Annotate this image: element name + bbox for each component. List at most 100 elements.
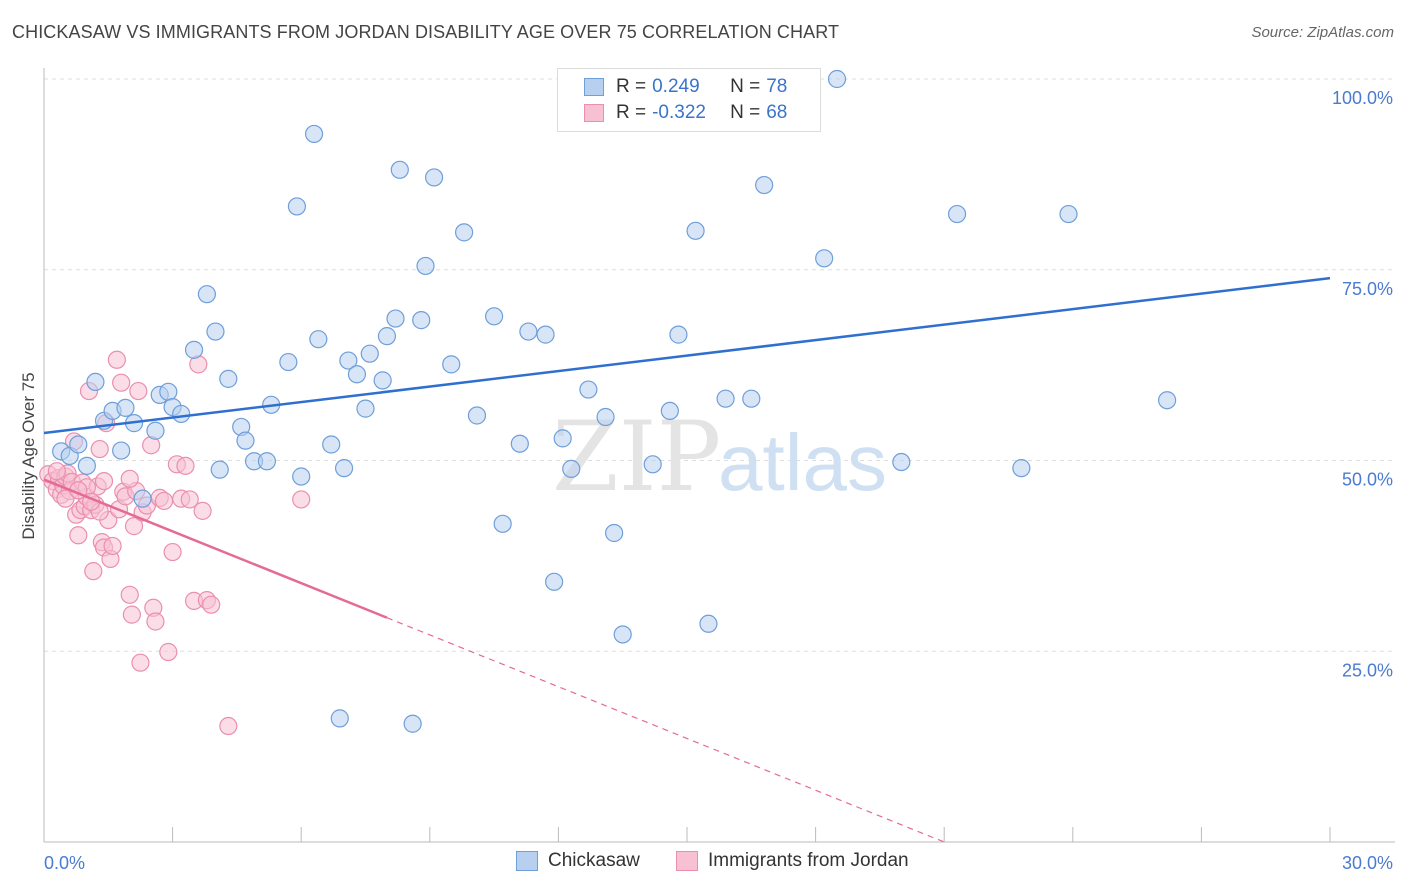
y-tick-label: 50.0% bbox=[1342, 470, 1393, 490]
legend-label-chickasaw: Chickasaw bbox=[548, 850, 640, 871]
legend-n-value: 78 bbox=[766, 76, 788, 97]
legend-n-label: N = bbox=[730, 76, 761, 97]
chickasaw-point bbox=[827, 69, 847, 89]
chickasaw-point bbox=[172, 404, 191, 424]
chickasaw-point bbox=[330, 709, 349, 728]
jordan-swatch bbox=[584, 104, 604, 122]
chickasaw-point bbox=[545, 572, 564, 591]
jordan-point bbox=[103, 536, 122, 556]
legend-label-jordan: Immigrants from Jordan bbox=[708, 850, 909, 871]
chickasaw-points bbox=[52, 69, 1177, 733]
jordan-point bbox=[180, 490, 199, 509]
chickasaw-point bbox=[116, 398, 135, 417]
legend-r-value: -0.322 bbox=[652, 102, 706, 123]
chickasaw-point bbox=[643, 455, 662, 474]
series-legend: Chickasaw Immigrants from Jordan bbox=[0, 850, 1406, 880]
jordan-trend-extension bbox=[386, 617, 945, 843]
chickasaw-point bbox=[86, 372, 105, 392]
chickasaw-point bbox=[485, 307, 504, 326]
chickasaw-point bbox=[304, 124, 324, 144]
jordan-point bbox=[94, 472, 114, 491]
source-label: Source: ZipAtlas.com bbox=[1251, 24, 1394, 41]
chickasaw-point bbox=[412, 311, 431, 330]
chickasaw-point bbox=[1059, 204, 1078, 224]
chickasaw-point bbox=[77, 456, 96, 475]
watermark-atlas: atlas bbox=[718, 418, 887, 507]
chickasaw-point bbox=[279, 352, 298, 372]
chickasaw-point bbox=[553, 429, 572, 448]
chickasaw-point bbox=[236, 431, 255, 450]
chickasaw-point bbox=[377, 327, 397, 346]
y-tick-labels: 25.0% 50.0% 75.0% 100.0% bbox=[1332, 88, 1393, 680]
chickasaw-point bbox=[334, 459, 354, 478]
chickasaw-point bbox=[605, 523, 624, 543]
jordan-swatch bbox=[676, 851, 698, 871]
chickasaw-point bbox=[454, 223, 474, 242]
chickasaw-point bbox=[360, 344, 379, 363]
y-tick-label: 25.0% bbox=[1342, 660, 1393, 680]
chickasaw-point bbox=[416, 256, 435, 276]
legend-item-chickasaw[interactable]: Chickasaw bbox=[516, 850, 640, 872]
jordan-point bbox=[69, 526, 88, 545]
jordan-point bbox=[107, 350, 126, 369]
legend-n-value: 68 bbox=[766, 102, 788, 123]
chickasaw-point bbox=[716, 389, 735, 408]
chickasaw-point bbox=[1012, 459, 1031, 478]
jordan-point bbox=[163, 542, 182, 562]
chickasaw-point bbox=[197, 285, 216, 304]
chickasaw-point bbox=[390, 160, 409, 179]
jordan-point bbox=[154, 491, 174, 511]
chickasaw-point bbox=[206, 322, 225, 341]
chickasaw-point bbox=[424, 168, 444, 187]
chickasaw-point bbox=[184, 340, 204, 359]
jordan-point bbox=[120, 585, 139, 604]
jordan-point bbox=[112, 373, 131, 392]
chickasaw-point bbox=[579, 380, 598, 399]
jordan-point bbox=[47, 462, 66, 481]
jordan-point bbox=[56, 489, 75, 508]
chickasaw-point bbox=[347, 365, 367, 384]
chickasaw-point bbox=[403, 714, 422, 733]
chickasaw-point bbox=[699, 614, 718, 633]
trend-lines bbox=[43, 276, 1331, 843]
chickasaw-point bbox=[660, 401, 679, 421]
chickasaw-point bbox=[133, 489, 152, 508]
jordan-point bbox=[131, 653, 150, 672]
chickasaw-point bbox=[669, 325, 688, 344]
chickasaw-point bbox=[442, 355, 461, 374]
chickasaw-point bbox=[947, 204, 967, 224]
y-tick-label: 100.0% bbox=[1332, 88, 1393, 108]
chickasaw-point bbox=[257, 452, 277, 471]
chart-title: CHICKASAW VS IMMIGRANTS FROM JORDAN DISA… bbox=[12, 22, 840, 42]
chickasaw-point bbox=[322, 435, 341, 454]
chickasaw-point bbox=[493, 514, 512, 533]
legend-r-value: 0.249 bbox=[652, 76, 700, 97]
chickasaw-point bbox=[69, 435, 88, 454]
legend-item-jordan[interactable]: Immigrants from Jordan bbox=[676, 850, 909, 872]
chickasaw-point bbox=[219, 369, 238, 388]
chickasaw-point bbox=[519, 322, 538, 341]
chickasaw-point bbox=[892, 452, 911, 472]
legend-row-jordan: R = -0.322 N = 68 bbox=[584, 101, 787, 125]
chickasaw-point bbox=[467, 406, 487, 425]
chickasaw-point bbox=[159, 382, 178, 401]
legend-r-label: R = bbox=[616, 102, 647, 123]
legend-r-label: R = bbox=[616, 76, 647, 97]
jordan-point bbox=[120, 469, 139, 488]
chickasaw-point bbox=[356, 399, 375, 418]
chickasaw-point bbox=[536, 325, 555, 344]
chickasaw-point bbox=[742, 389, 761, 408]
jordan-point bbox=[122, 605, 141, 624]
jordan-point bbox=[146, 612, 165, 631]
chickasaw-point bbox=[292, 467, 311, 486]
chickasaw-point bbox=[1158, 391, 1177, 410]
chickasaw-point bbox=[510, 434, 529, 453]
chickasaw-point bbox=[146, 421, 165, 440]
chickasaw-point bbox=[755, 175, 774, 195]
chickasaw-point bbox=[210, 460, 229, 479]
jordan-point bbox=[176, 456, 195, 475]
grid-lines bbox=[44, 78, 1395, 652]
chickasaw-point bbox=[386, 309, 405, 328]
axes bbox=[43, 68, 1395, 843]
